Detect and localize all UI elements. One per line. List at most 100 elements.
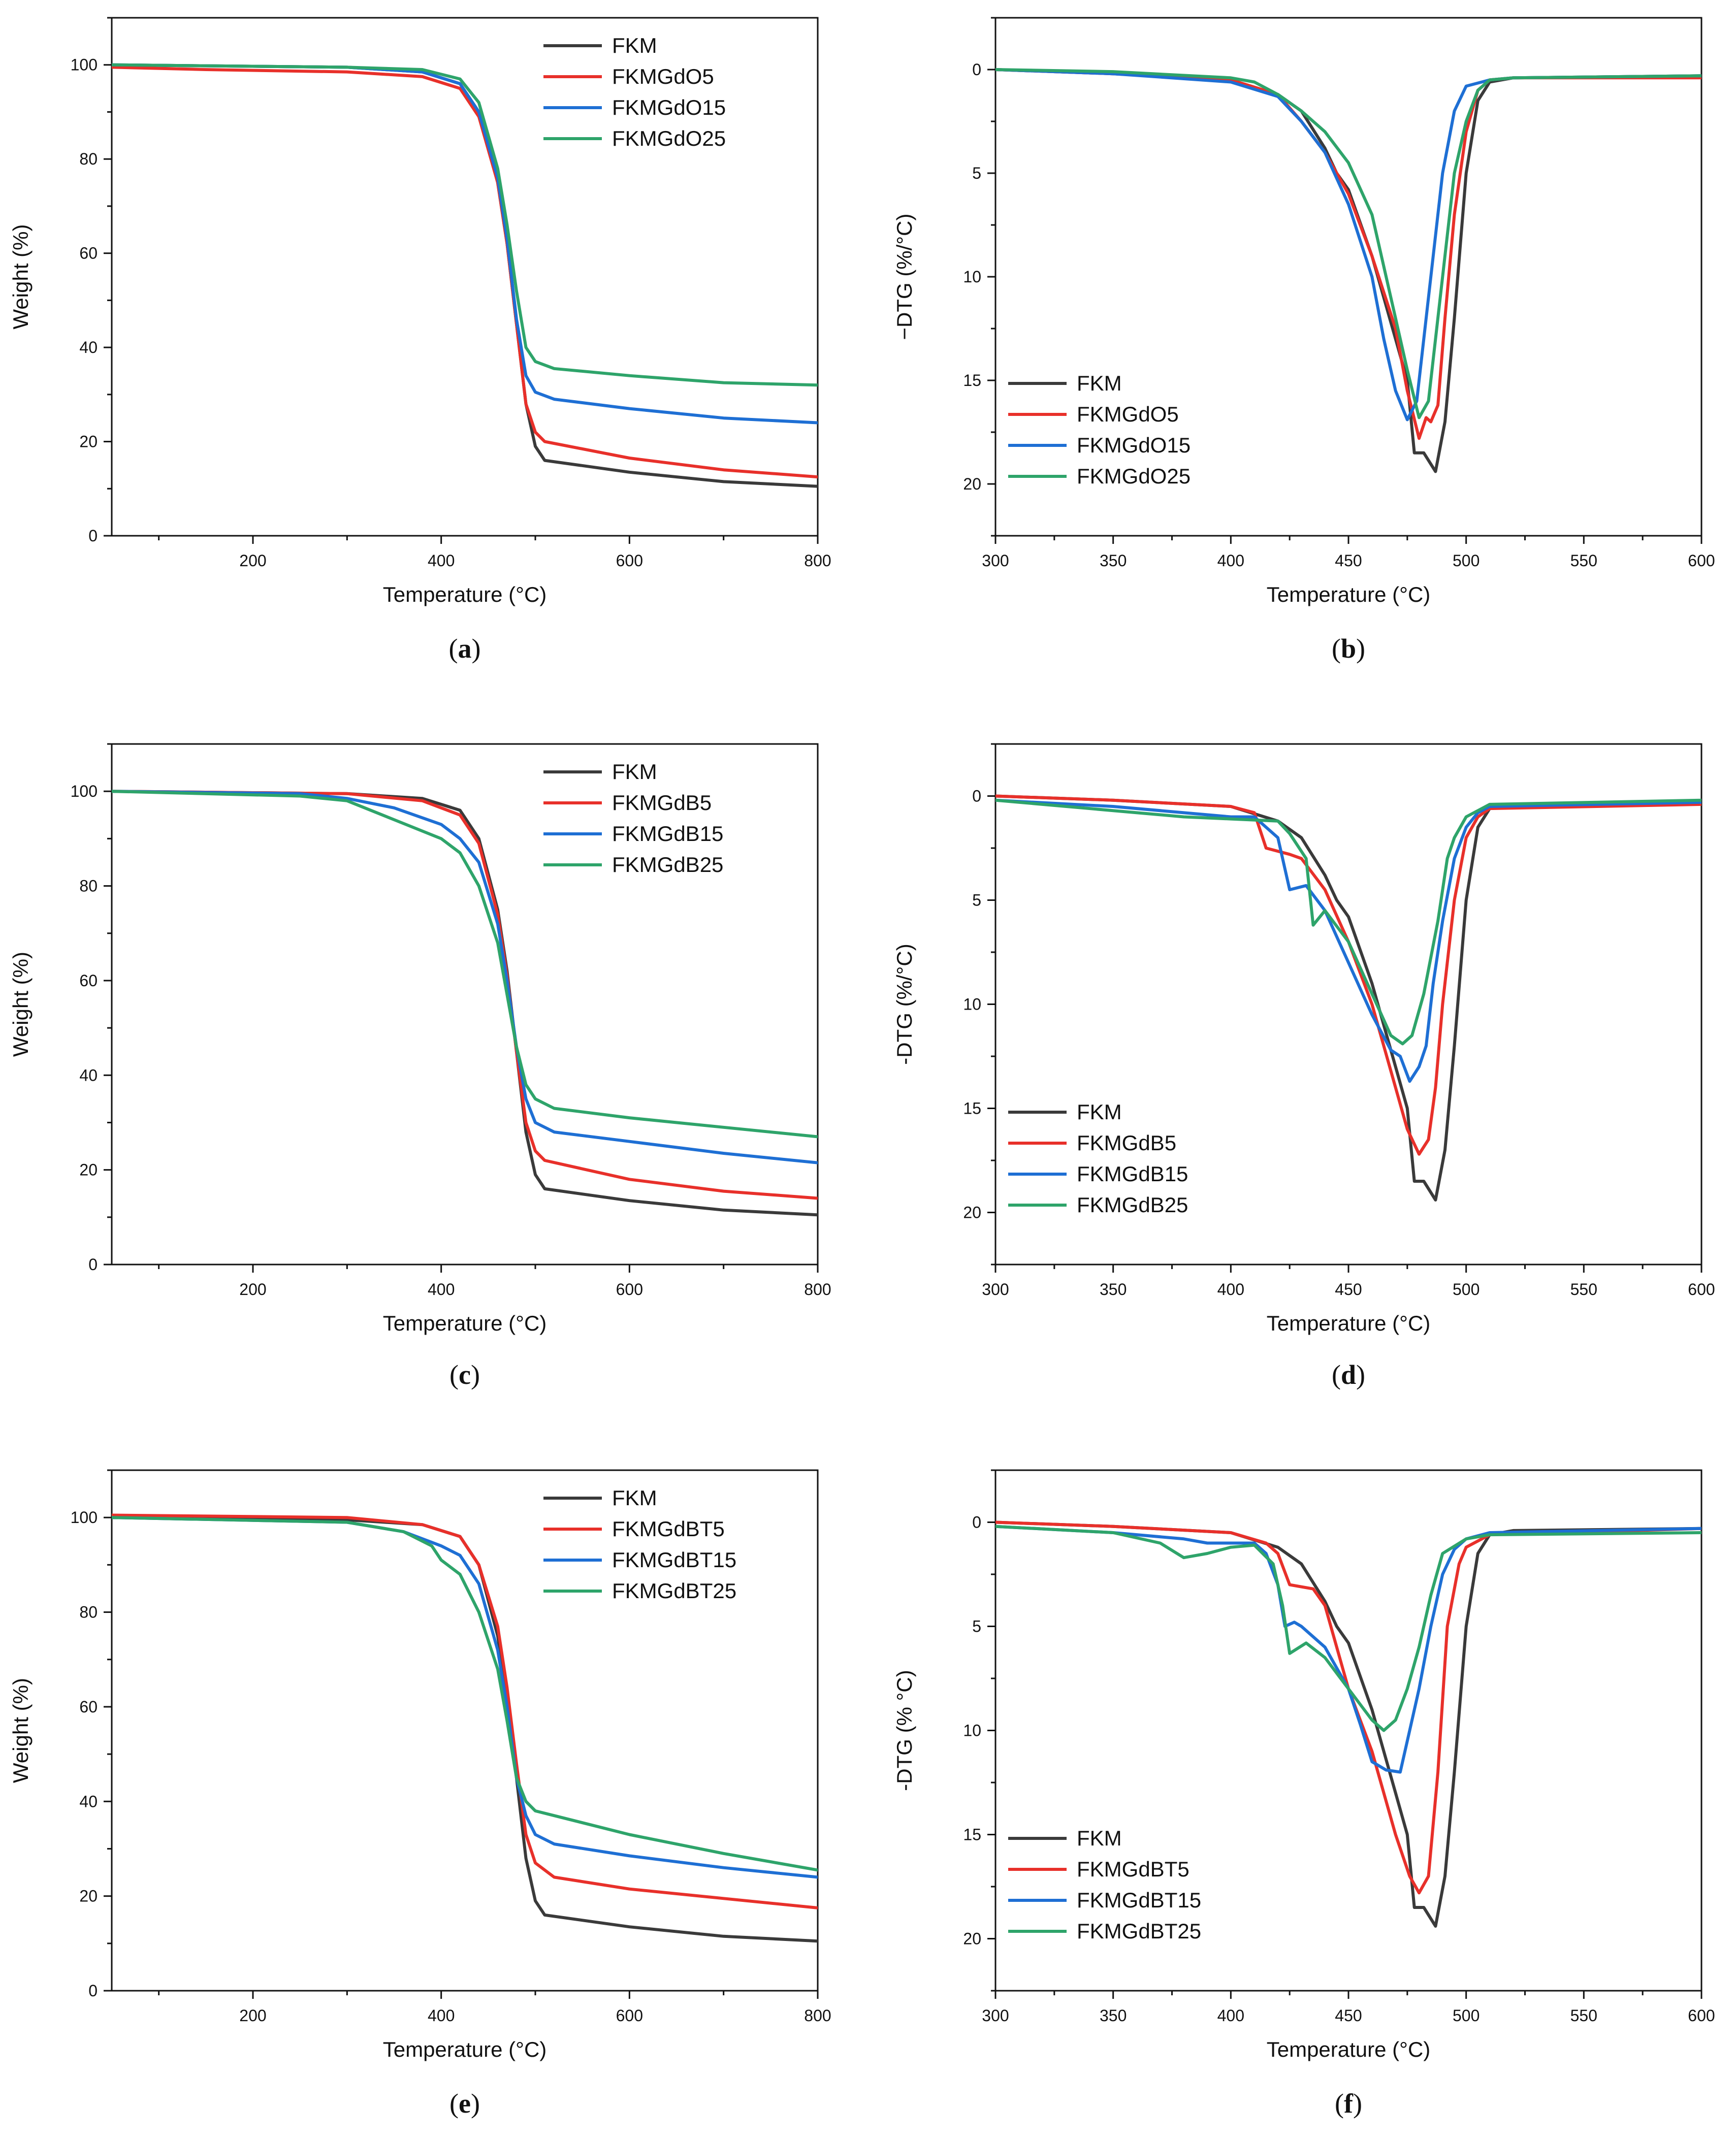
chart-panel-f: 300 350 400 450 500 550 600 0 5 10 15 20 Temperature… — [892, 1469, 1715, 2119]
y-tick-label: 20 — [79, 1887, 98, 1905]
series-line-fkmgdb5 — [995, 794, 1701, 1156]
y-tick-label: 15 — [963, 371, 981, 390]
y-tick-label: 0 — [972, 1513, 981, 1532]
chart-panel-b: 300 350 400 450 500 550 600 0 5 10 15 20 Temperature… — [892, 17, 1715, 664]
series-line-fkmgdbt25 — [995, 1525, 1701, 1732]
series-line-fkmgdo25 — [112, 63, 818, 387]
x-tick-label: 300 — [982, 2006, 1009, 2025]
x-tick-label: 600 — [1688, 1280, 1715, 1299]
caption-close: ) — [1356, 1359, 1365, 1390]
legend-label: FKMGdB25 — [612, 853, 723, 877]
legend-label: FKM — [1077, 1100, 1122, 1124]
caption-close: ) — [472, 633, 481, 664]
plot-frame — [994, 1469, 1702, 1992]
series-line-fkmgdo15 — [995, 68, 1701, 422]
y-tick-label: 10 — [963, 268, 981, 286]
caption-close: ) — [471, 1359, 480, 1390]
series-line-fkmgdbt5 — [112, 1513, 818, 1909]
plot-frame — [111, 1469, 819, 1992]
series-line-fkmgdo25 — [995, 68, 1701, 419]
caption-letter: e — [459, 2088, 471, 2119]
x-tick-label: 350 — [1100, 2006, 1127, 2025]
x-tick-label: 200 — [239, 2006, 266, 2025]
y-tick-label: 80 — [79, 1603, 98, 1622]
y-tick-label: 20 — [79, 1161, 98, 1179]
x-tick-label: 300 — [982, 552, 1009, 570]
caption-open: ( — [449, 2088, 459, 2119]
x-tick-label: 450 — [1335, 2006, 1362, 2025]
series-line-fkmgdb25 — [995, 798, 1701, 1046]
legend-label: FKMGdBT5 — [1077, 1857, 1190, 1881]
legend-label: FKMGdBT15 — [612, 1548, 736, 1572]
caption-open: ( — [1332, 633, 1341, 664]
chart-panel-c: 200 400 600 800 0 20 40 60 80 100 Temperature (°C)… — [9, 743, 831, 1390]
panel-caption: (f) — [1335, 2088, 1362, 2119]
x-axis-title: Temperature (°C) — [383, 1311, 547, 1335]
x-tick-label: 600 — [1688, 2006, 1715, 2025]
x-tick-label: 300 — [982, 1280, 1009, 1299]
x-tick-label: 550 — [1570, 552, 1597, 570]
x-axis-title: Temperature (°C) — [1267, 2037, 1431, 2061]
panel-caption: (e) — [449, 2088, 480, 2119]
x-axis-title: Temperature (°C) — [1267, 1311, 1431, 1335]
y-axis-title: Weight (%) — [9, 952, 33, 1057]
caption-letter: c — [459, 1359, 471, 1390]
caption-open: ( — [449, 1359, 459, 1390]
x-tick-label: 600 — [616, 1280, 643, 1299]
x-tick-label: 400 — [1217, 1280, 1244, 1299]
x-tick-label: 500 — [1453, 1280, 1480, 1299]
legend-label: FKM — [612, 34, 657, 57]
y-tick-label: 100 — [71, 782, 98, 800]
x-tick-label: 400 — [1217, 552, 1244, 570]
x-axis-title: Temperature (°C) — [383, 2037, 547, 2061]
y-tick-label: 20 — [963, 1930, 981, 1948]
series-line-fkmgdb15 — [112, 790, 818, 1164]
y-tick-label: 20 — [963, 1204, 981, 1222]
plot-frame — [111, 743, 819, 1266]
x-tick-label: 600 — [616, 2006, 643, 2025]
x-tick-label: 500 — [1453, 2006, 1480, 2025]
x-tick-label: 500 — [1453, 552, 1480, 570]
series-line-fkmgdo15 — [112, 63, 818, 425]
x-tick-label: 600 — [616, 552, 643, 570]
legend-label: FKM — [612, 1486, 657, 1510]
legend-label: FKMGdO5 — [612, 64, 714, 88]
y-tick-label: 80 — [79, 877, 98, 895]
y-tick-label: 5 — [972, 1617, 981, 1636]
legend-label: FKMGdBT5 — [612, 1517, 725, 1541]
chart-panel-e: 200 400 600 800 0 20 40 60 80 100 Temperature (°C)… — [9, 1469, 831, 2119]
x-tick-label: 350 — [1100, 1280, 1127, 1299]
x-tick-label: 400 — [1217, 2006, 1244, 2025]
y-tick-label: 40 — [79, 338, 98, 357]
x-tick-label: 400 — [428, 552, 455, 570]
x-tick-label: 600 — [1688, 552, 1715, 570]
x-tick-label: 450 — [1335, 552, 1362, 570]
legend-label: FKMGdBT25 — [612, 1579, 736, 1603]
legend-label: FKMGdO25 — [612, 126, 726, 150]
caption-letter: a — [458, 633, 472, 664]
panel-caption: (c) — [449, 1359, 480, 1390]
caption-letter: f — [1344, 2088, 1354, 2119]
y-tick-label: 100 — [71, 1508, 98, 1527]
caption-open: ( — [449, 633, 458, 664]
panel-caption: (b) — [1332, 633, 1365, 664]
x-tick-label: 450 — [1335, 1280, 1362, 1299]
series-line-fkmgdb15 — [995, 798, 1701, 1083]
series-line-fkm — [995, 794, 1701, 1202]
y-axis-title: Weight (%) — [9, 224, 33, 330]
series-line-fkmgdbt15 — [995, 1525, 1701, 1774]
caption-letter: b — [1341, 633, 1356, 664]
plot-frame — [994, 743, 1702, 1266]
panel-caption: (a) — [449, 633, 481, 664]
y-tick-label: 40 — [79, 1792, 98, 1810]
y-tick-label: 40 — [79, 1066, 98, 1084]
y-tick-label: 10 — [963, 995, 981, 1014]
y-tick-label: 0 — [88, 527, 98, 545]
x-tick-label: 800 — [804, 1280, 831, 1299]
y-axis-title: -DTG (%/°C) — [892, 944, 916, 1064]
chart-panel-d: 300 350 400 450 500 550 600 0 5 10 15 20 Temperature… — [892, 743, 1715, 1390]
y-tick-label: 100 — [71, 56, 98, 74]
legend-label: FKMGdO5 — [1077, 402, 1179, 426]
caption-open: ( — [1335, 2088, 1344, 2119]
